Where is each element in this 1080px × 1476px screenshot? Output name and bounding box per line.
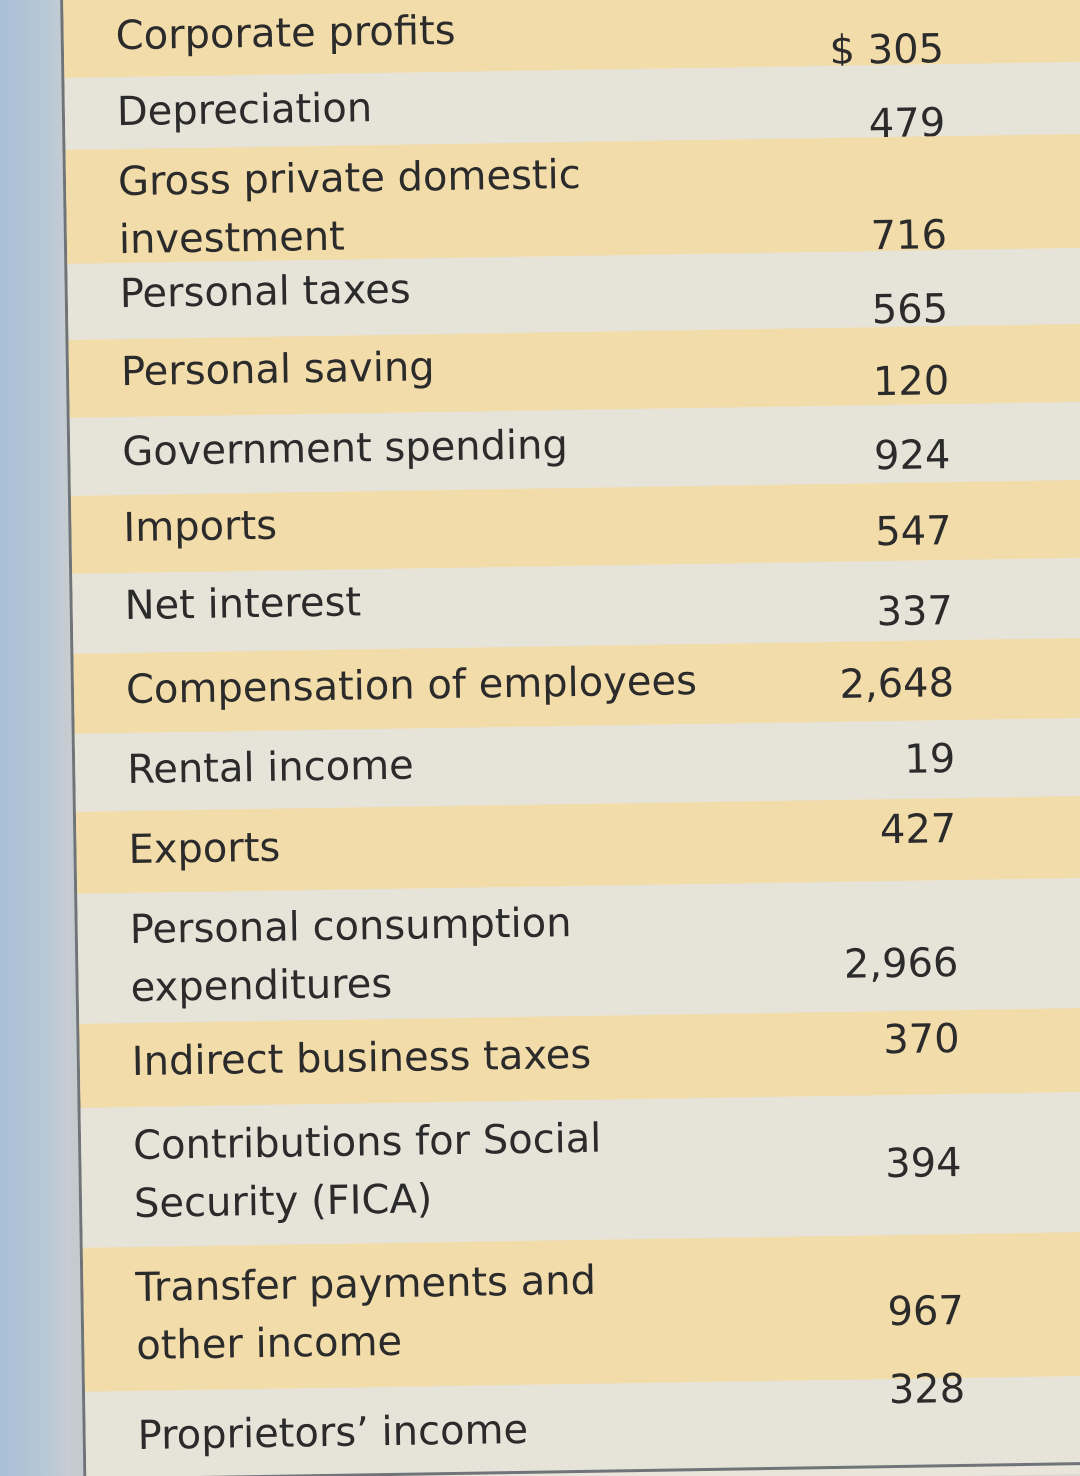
data-table: Corporate profits $ 305 Depreciation 479… [60, 0, 1080, 1476]
page-edge [0, 0, 70, 1476]
row-value: 19 [903, 736, 956, 783]
row-value: 337 [876, 588, 954, 636]
row-label: Compensation of employees [125, 658, 698, 714]
row-value: 924 [873, 432, 951, 480]
table-row: Personal consumption expenditures 2,966 [77, 877, 1080, 1024]
table-row: Contributions for Social Security (FICA)… [80, 1091, 1080, 1248]
row-value: 370 [882, 1016, 960, 1064]
table-row: Indirect business taxes 370 [79, 1007, 1080, 1108]
table-row: Exports 427 [75, 795, 1080, 894]
row-label: Rental income [126, 742, 415, 794]
row-value: 328 [888, 1365, 966, 1414]
row-label: Exports [128, 824, 281, 874]
row-label: Contributions for Social Security (FICA) [132, 1115, 602, 1227]
row-value: 394 [884, 1139, 962, 1188]
row-value: 427 [879, 806, 957, 854]
row-label: Imports [123, 502, 278, 552]
row-label: Indirect business taxes [131, 1031, 592, 1086]
row-label: Gross private domestic investment [117, 151, 581, 264]
row-label: Personal saving [120, 344, 435, 396]
row-label: Personal taxes [119, 266, 411, 318]
table-row: Gross private domestic investment 716 [65, 133, 1080, 264]
row-value: 120 [872, 358, 950, 406]
row-value: 2,648 [839, 660, 955, 708]
table-row: Proprietors’ income 328 [85, 1366, 1080, 1476]
row-value: 547 [874, 508, 952, 556]
row-label: Government spending [121, 422, 569, 476]
row-value: 967 [887, 1287, 965, 1336]
row-value: 2,966 [843, 940, 959, 988]
row-label: Personal consumption expenditures [129, 900, 572, 1012]
row-label: Proprietors’ income [137, 1406, 529, 1459]
row-label: Net interest [124, 579, 362, 630]
row-label: Depreciation [116, 85, 373, 136]
row-label: Transfer payments and other income [135, 1257, 597, 1369]
row-label: Corporate profits [115, 7, 456, 60]
table-row: Compensation of employees 2,648 [73, 637, 1080, 734]
